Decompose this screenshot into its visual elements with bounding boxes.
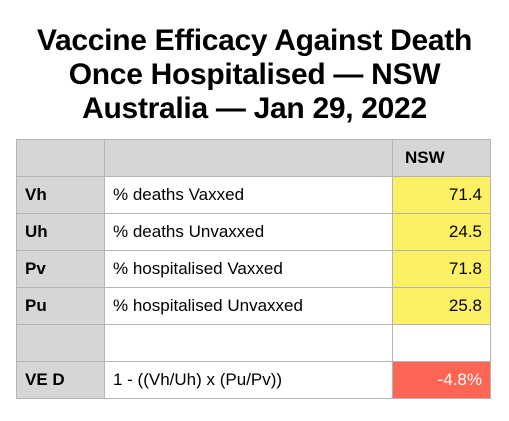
title-line-3: Australia — Jan 29, 2022 [82,92,427,125]
table-row-uh: Uh % deaths Unvaxxed 24.5 [16,213,491,251]
table-row-blank [16,324,491,362]
row-value [392,324,491,362]
table-header-row: NSW [16,139,491,177]
row-key: Pv [16,250,105,288]
row-value: 71.4 [392,176,491,214]
table-row-pv: Pv % hospitalised Vaxxed 71.8 [16,250,491,288]
table-row-ved: VE D 1 - ((Vh/Uh) x (Pu/Pv)) -4.8% [16,361,491,399]
header-cell-nsw: NSW [392,139,491,177]
row-desc: % deaths Vaxxed [104,176,393,214]
row-desc: 1 - ((Vh/Uh) x (Pu/Pv)) [104,361,393,399]
row-desc: % deaths Unvaxxed [104,213,393,251]
table-row-pu: Pu % hospitalised Unvaxxed 25.8 [16,287,491,325]
row-desc: % hospitalised Unvaxxed [104,287,393,325]
title-line-1: Vaccine Efficacy Against Death [36,24,473,57]
result-value: -4.8% [392,361,491,399]
row-value: 24.5 [392,213,491,251]
header-cell-key [16,139,105,177]
title-line-2: Once Hospitalised — NSW [68,58,441,91]
row-desc [104,324,393,362]
row-key: Pu [16,287,105,325]
row-key: Vh [16,176,105,214]
row-key: VE D [16,361,105,399]
header-cell-desc [104,139,393,177]
row-desc: % hospitalised Vaxxed [104,250,393,288]
row-value: 71.8 [392,250,491,288]
row-key [16,324,105,362]
table-row-vh: Vh % deaths Vaxxed 71.4 [16,176,491,214]
efficacy-table: NSW Vh % deaths Vaxxed 71.4 Uh % deaths … [16,139,491,399]
row-value: 25.8 [392,287,491,325]
page-title: Vaccine Efficacy Against Death Once Hosp… [0,24,509,126]
row-key: Uh [16,213,105,251]
